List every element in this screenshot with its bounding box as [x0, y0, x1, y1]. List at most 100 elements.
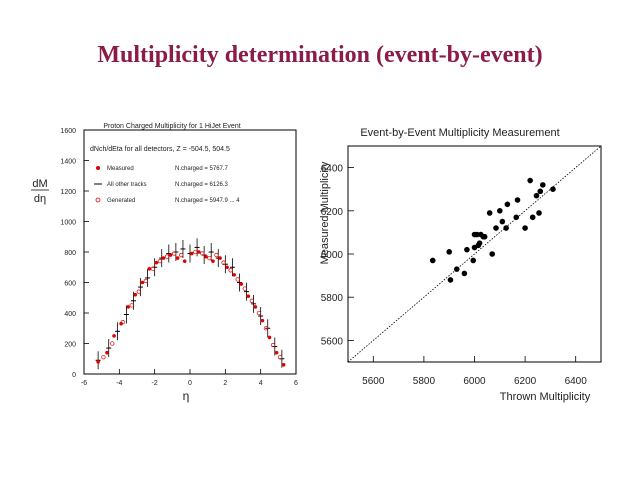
event-point	[461, 270, 468, 277]
event-point	[489, 251, 496, 257]
generated-point	[207, 255, 212, 261]
left-ylabel: dM dη	[31, 178, 49, 205]
right-marks	[429, 177, 556, 283]
left-y-tick-label: 400	[64, 311, 76, 318]
event-point	[453, 266, 460, 272]
legend-label: Measured	[107, 166, 134, 172]
right-axes: 5600 5800 6000 6200 6400 5600 5800 6000 6200 6400	[321, 145, 602, 387]
generated-point	[256, 310, 262, 316]
left-x-tick-label: -6	[81, 380, 87, 387]
event-point	[550, 186, 556, 192]
left-y-tick-label: 1200	[60, 189, 76, 196]
right-y-tick-label: 6200	[321, 207, 344, 218]
right-ylabel: Measured Multiplicity	[319, 161, 331, 264]
generated-point	[277, 355, 283, 360]
slide-title: Multiplicity determination (event-by-eve…	[97, 42, 543, 68]
generated-point	[214, 252, 219, 258]
event-point	[486, 210, 493, 216]
measured-point	[147, 266, 152, 271]
event-point	[481, 233, 488, 240]
right-x-tick-label: 5800	[413, 376, 436, 387]
right-y-tick-label: 6000	[321, 250, 344, 261]
legend-label: All other tracks	[107, 182, 147, 188]
right-x-tick-label: 6000	[463, 376, 486, 387]
left-y-tick-label: 200	[64, 342, 76, 349]
right-chart-title: Event-by-Event Multiplicity Measurement	[360, 127, 559, 139]
measured-point	[204, 254, 208, 259]
measured-point	[140, 280, 145, 285]
measured-point	[119, 321, 123, 326]
measured-point	[239, 282, 244, 286]
event-point	[447, 277, 454, 283]
measured-point	[189, 251, 194, 256]
left-chart-subtitle: dNch/dEta for all detectors, Z = -504.5,…	[90, 146, 230, 153]
left-axes: 0 200 400 600 800 1000 1200 1400 1600 -6 -4 -2 0 2 4 6	[60, 128, 298, 387]
generated-point	[157, 259, 163, 264]
right-x-tick-label: 6400	[565, 376, 588, 387]
event-point	[540, 182, 546, 188]
generated-point	[171, 251, 177, 256]
legend-marker-measured	[96, 166, 100, 170]
measured-point	[112, 334, 116, 338]
measured-point	[225, 265, 229, 270]
event-point	[476, 240, 483, 246]
generated-point	[228, 268, 233, 273]
event-point	[533, 192, 540, 199]
event-point	[429, 257, 436, 264]
event-point	[513, 214, 520, 221]
generated-point	[129, 303, 134, 308]
legend-marker-generated	[95, 197, 101, 203]
right-x-tick-label: 6200	[514, 376, 537, 387]
generated-point	[164, 254, 170, 259]
left-y-tick-label: 600	[64, 281, 76, 288]
event-point	[497, 208, 503, 214]
left-x-tick-label: -4	[116, 380, 122, 387]
measured-point	[96, 360, 100, 364]
left-marks	[95, 238, 286, 370]
generated-point	[101, 355, 106, 360]
measured-point	[246, 294, 251, 299]
measured-point	[168, 253, 173, 257]
generated-point	[179, 252, 184, 258]
right-y-tick-label: 5600	[321, 336, 344, 347]
right-y-tick-label: 5800	[321, 293, 344, 304]
measured-point	[175, 256, 180, 260]
left-chart-title: Proton Charged Multiplicity for 1 HiJet …	[103, 123, 240, 130]
left-x-tick-label: 2	[223, 380, 227, 387]
event-point	[536, 210, 542, 216]
event-point	[514, 197, 521, 203]
generated-point	[200, 251, 205, 256]
svg-text:dM: dM	[32, 178, 47, 190]
reference-line	[347, 145, 602, 363]
legend-label: Generated	[107, 198, 135, 204]
generated-point	[136, 289, 141, 294]
event-point	[503, 225, 509, 231]
legend-value: N.charged = 5767.7	[175, 166, 229, 172]
right-y-tick-label: 6400	[321, 164, 344, 175]
svg-text:dη: dη	[34, 193, 46, 205]
measured-point	[182, 259, 187, 263]
left-y-tick-label: 1400	[60, 159, 76, 166]
legend-value: N.charged = 5947.9 ... 4	[175, 198, 240, 204]
measured-point	[197, 250, 201, 254]
measured-point	[267, 335, 272, 340]
left-x-tick-label: 0	[188, 380, 192, 387]
measured-point	[105, 350, 109, 355]
event-point	[446, 249, 453, 255]
generated-point	[221, 260, 226, 265]
measured-point	[126, 305, 130, 309]
measured-point	[274, 350, 279, 355]
event-point	[470, 257, 477, 264]
measured-point	[232, 273, 236, 277]
left-x-tick-label: -2	[152, 380, 158, 387]
left-xlabel: η	[183, 389, 190, 403]
event-point	[537, 188, 544, 195]
measured-point	[154, 260, 159, 265]
event-point	[529, 214, 536, 221]
event-point	[527, 177, 533, 184]
generated-point	[249, 298, 254, 303]
generated-point	[263, 326, 269, 331]
event-point	[493, 225, 499, 231]
